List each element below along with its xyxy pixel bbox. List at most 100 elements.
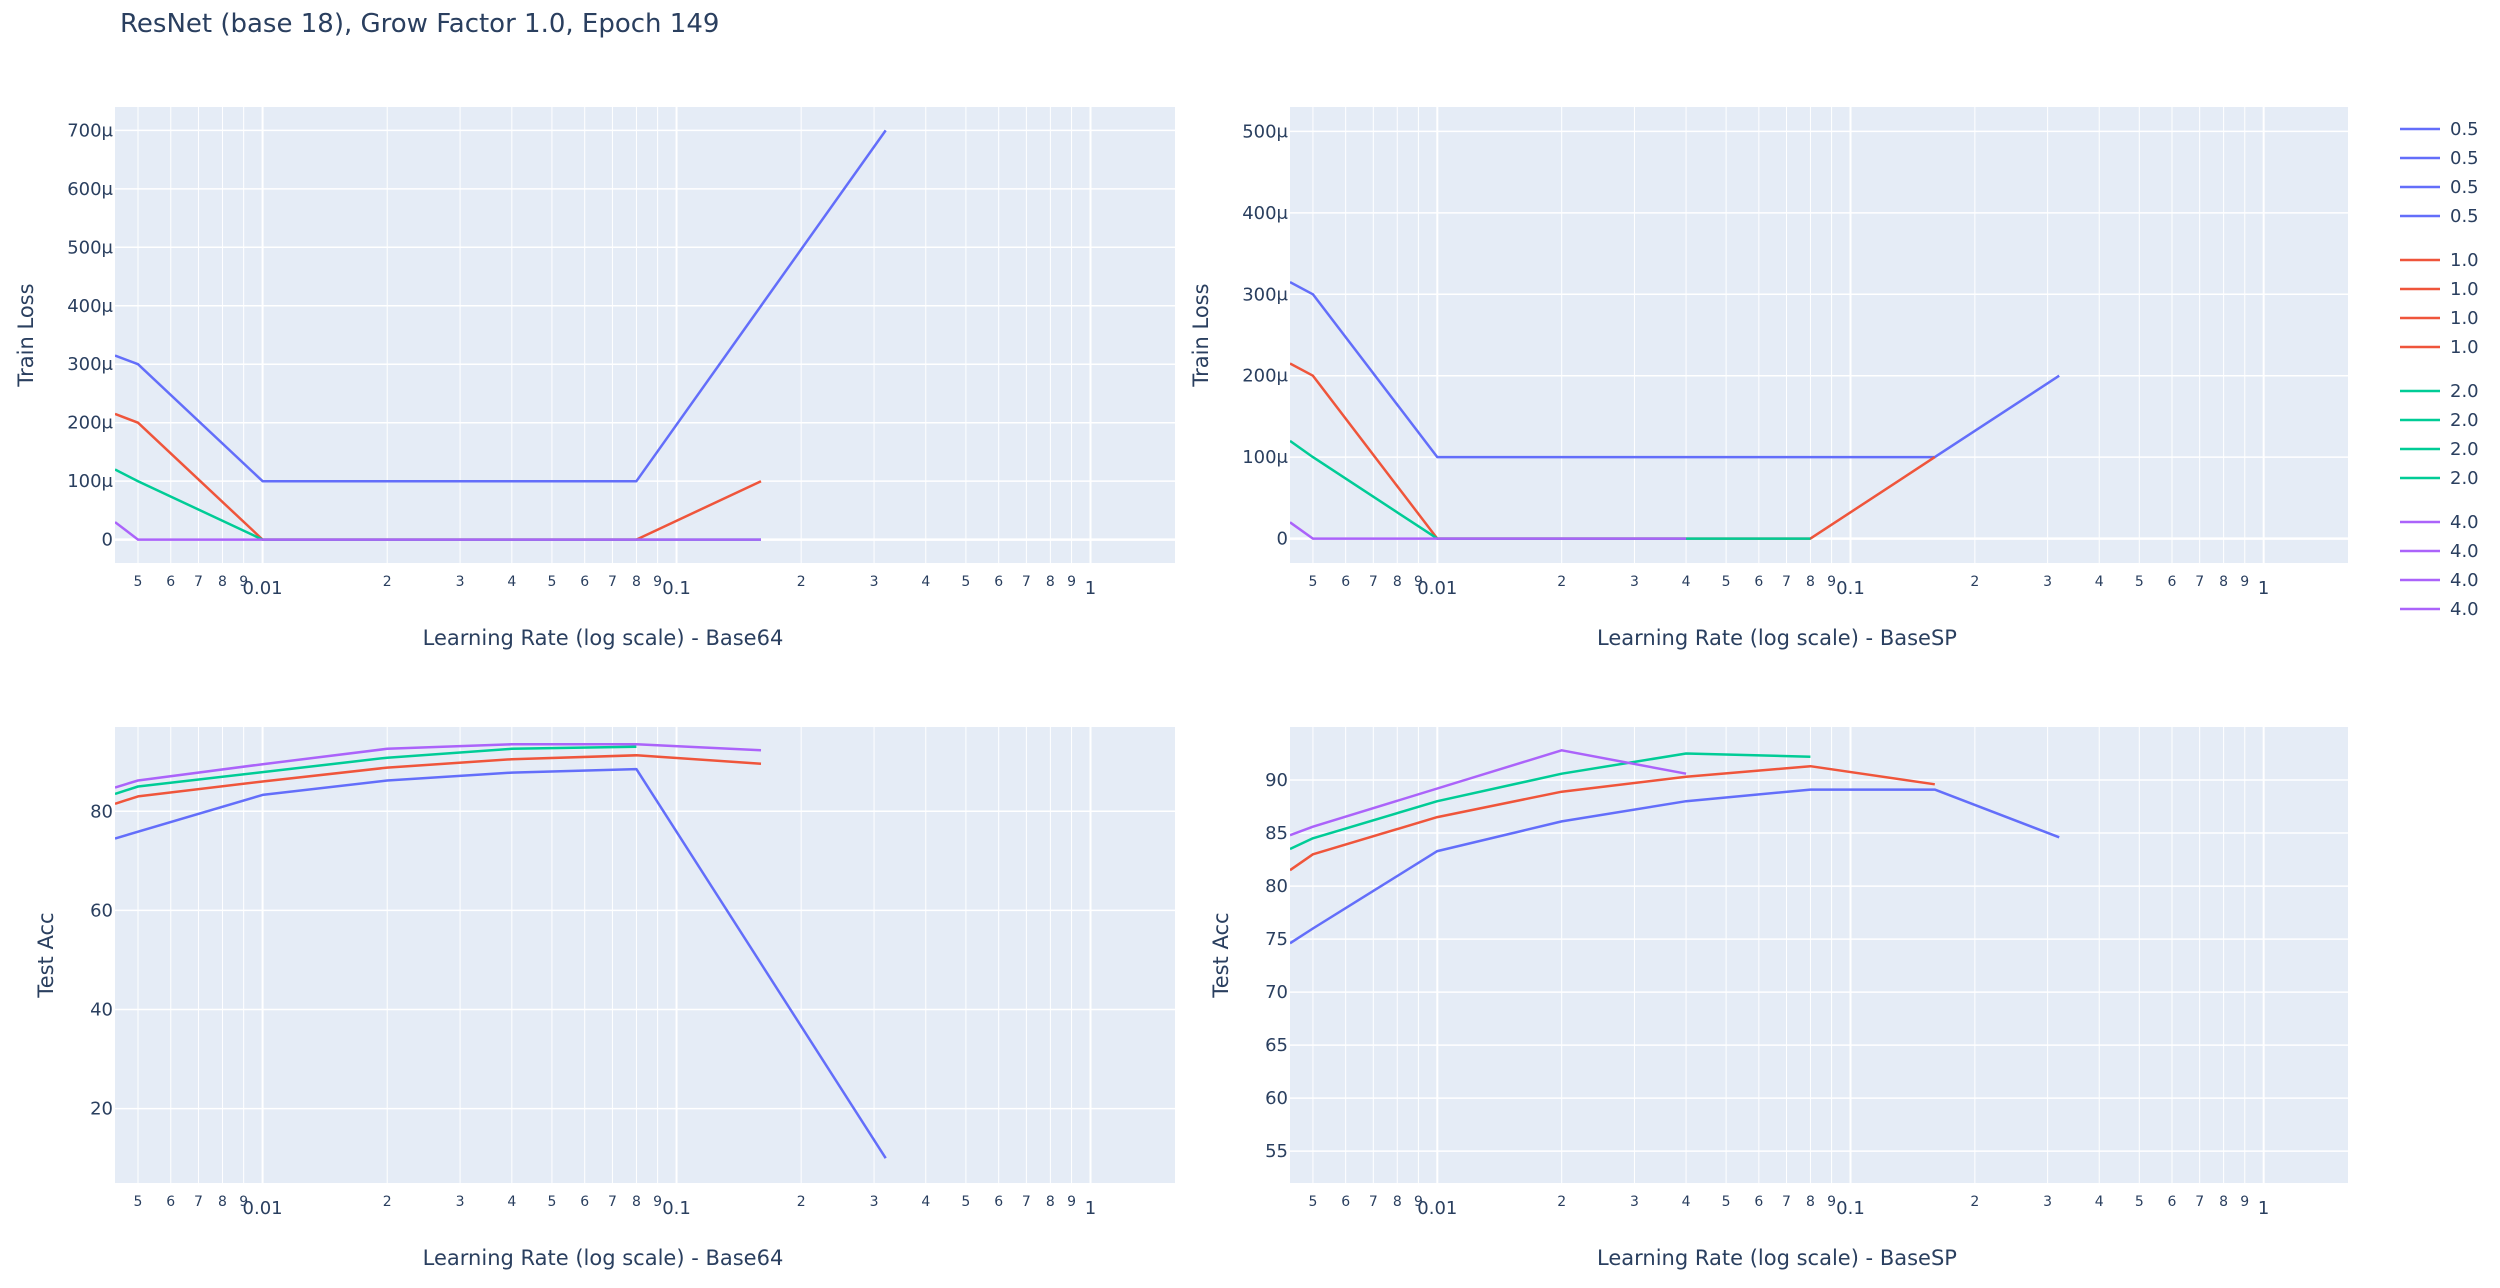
- y-tick-label: 20: [90, 1099, 113, 1120]
- x-tick-label-minor: 4: [921, 1194, 930, 1210]
- plot-area: [1290, 727, 2348, 1183]
- x-tick-label-major: 1: [2258, 578, 2269, 599]
- x-tick-label-minor: 4: [1682, 1194, 1691, 1210]
- x-tick-label-major: 0.01: [1417, 578, 1457, 599]
- x-tick-label-minor: 6: [1341, 574, 1350, 590]
- x-tick-label-major: 0.1: [662, 1198, 691, 1219]
- x-tick-label-minor: 9: [239, 1194, 248, 1210]
- x-tick-label-minor: 8: [632, 1194, 641, 1210]
- legend-label: 4.0: [2450, 599, 2479, 620]
- legend: 0.5 0.5 0.5 0.5 1.0 1.0 1.0 1.0 2.0 2.0 2.0 2.0 4.0 4…: [2400, 119, 2479, 620]
- x-tick-label-minor: 3: [870, 1194, 879, 1210]
- figure-title: ResNet (base 18), Grow Factor 1.0, Epoch…: [120, 9, 719, 39]
- y-tick-label: 80: [90, 801, 113, 822]
- x-tick-label-minor: 8: [1806, 1194, 1815, 1210]
- x-tick-label-minor: 5: [961, 1194, 970, 1210]
- x-tick-label-minor: 6: [1754, 574, 1763, 590]
- x-tick-label-minor: 5: [547, 1194, 556, 1210]
- y-axis-title: Train Loss: [1189, 283, 1213, 387]
- x-tick-label-minor: 2: [797, 1194, 806, 1210]
- y-tick-label: 55: [1265, 1141, 1288, 1162]
- y-tick-label: 90: [1265, 770, 1288, 791]
- y-tick-label: 100μ: [1242, 447, 1288, 468]
- x-tick-label-minor: 3: [456, 574, 465, 590]
- x-tick-label-minor: 7: [1022, 574, 1031, 590]
- x-axis-title: Learning Rate (log scale) - BaseSP: [1597, 626, 1957, 650]
- plot-area: [115, 107, 1175, 563]
- x-tick-label-minor: 9: [239, 574, 248, 590]
- legend-item[interactable]: 0.5: [2400, 177, 2479, 198]
- x-tick-label-major: 0.01: [243, 1198, 283, 1219]
- x-tick-label-minor: 3: [1630, 574, 1639, 590]
- x-tick-label-minor: 3: [870, 574, 879, 590]
- x-tick-label-minor: 5: [1308, 1194, 1317, 1210]
- x-tick-label-minor: 5: [134, 574, 143, 590]
- x-tick-label-minor: 9: [653, 574, 662, 590]
- x-tick-label-major: 0.01: [1417, 1198, 1457, 1219]
- series-line-0.5: [1290, 280, 2060, 459]
- y-tick-label: 300μ: [1242, 284, 1288, 305]
- legend-label: 2.0: [2450, 439, 2479, 460]
- x-tick-label-major: 0.1: [1836, 1198, 1865, 1219]
- legend-label: 1.0: [2450, 337, 2479, 358]
- series-line-0.5: [1290, 788, 2060, 945]
- x-tick-label-minor: 7: [608, 574, 617, 590]
- y-tick-label: 500μ: [1242, 121, 1288, 142]
- x-tick-label-minor: 8: [218, 1194, 227, 1210]
- y-tick-label: 60: [1265, 1088, 1288, 1109]
- x-tick-label-major: 1: [1085, 578, 1096, 599]
- plot-area: [1290, 107, 2348, 563]
- x-tick-label-minor: 3: [1630, 1194, 1639, 1210]
- legend-item[interactable]: 4.0: [2400, 512, 2479, 533]
- series-line-4.0: [115, 521, 761, 541]
- y-tick-label: 80: [1265, 876, 1288, 897]
- y-tick-label: 60: [90, 900, 113, 921]
- x-tick-label-minor: 5: [134, 1194, 143, 1210]
- series-group: [115, 743, 887, 1159]
- x-tick-label-major: 1: [2258, 1198, 2269, 1219]
- x-axis-title: Learning Rate (log scale) - Base64: [423, 626, 784, 650]
- x-tick-label-minor: 6: [1341, 1194, 1350, 1210]
- y-tick-label: 200μ: [67, 413, 113, 434]
- series-line-4.0: [1290, 749, 1687, 837]
- legend-item[interactable]: 2.0: [2400, 410, 2479, 431]
- x-tick-label-minor: 3: [2043, 574, 2052, 590]
- x-tick-label-minor: 6: [994, 574, 1003, 590]
- legend-item[interactable]: 4.0: [2400, 570, 2479, 591]
- legend-item[interactable]: 2.0: [2400, 381, 2479, 402]
- x-tick-label-minor: 5: [2135, 1194, 2144, 1210]
- legend-item[interactable]: 1.0: [2400, 337, 2479, 358]
- legend-item[interactable]: 4.0: [2400, 599, 2479, 620]
- legend-item[interactable]: 1.0: [2400, 308, 2479, 329]
- legend-item[interactable]: 2.0: [2400, 439, 2479, 460]
- y-tick-label: 500μ: [67, 237, 113, 258]
- legend-label: 1.0: [2450, 250, 2479, 271]
- x-tick-label-minor: 4: [507, 574, 516, 590]
- x-tick-label-minor: 9: [1067, 1194, 1076, 1210]
- x-tick-label-minor: 9: [653, 1194, 662, 1210]
- x-axis-title: Learning Rate (log scale) - BaseSP: [1597, 1246, 1957, 1270]
- x-tick-label-minor: 7: [194, 1194, 203, 1210]
- legend-label: 0.5: [2450, 148, 2479, 169]
- legend-item[interactable]: 1.0: [2400, 279, 2479, 300]
- legend-item[interactable]: 4.0: [2400, 541, 2479, 562]
- legend-item[interactable]: 0.5: [2400, 206, 2479, 227]
- series-line-2.0: [1290, 752, 1811, 851]
- y-axis-title: Train Loss: [14, 283, 38, 387]
- y-axis-title: Test Acc: [1209, 912, 1233, 998]
- series-line-4.0: [115, 743, 762, 789]
- legend-item[interactable]: 0.5: [2400, 119, 2479, 140]
- x-tick-label-minor: 6: [166, 574, 175, 590]
- y-tick-label: 400μ: [1242, 203, 1288, 224]
- y-tick-label: 85: [1265, 823, 1288, 844]
- x-tick-label-minor: 5: [547, 574, 556, 590]
- legend-label: 0.5: [2450, 177, 2479, 198]
- plot-area: [115, 727, 1175, 1183]
- x-tick-label-minor: 2: [1557, 1194, 1566, 1210]
- legend-item[interactable]: 0.5: [2400, 148, 2479, 169]
- legend-item[interactable]: 2.0: [2400, 468, 2479, 489]
- legend-item[interactable]: 1.0: [2400, 250, 2479, 271]
- x-tick-label-major: 0.1: [1836, 578, 1865, 599]
